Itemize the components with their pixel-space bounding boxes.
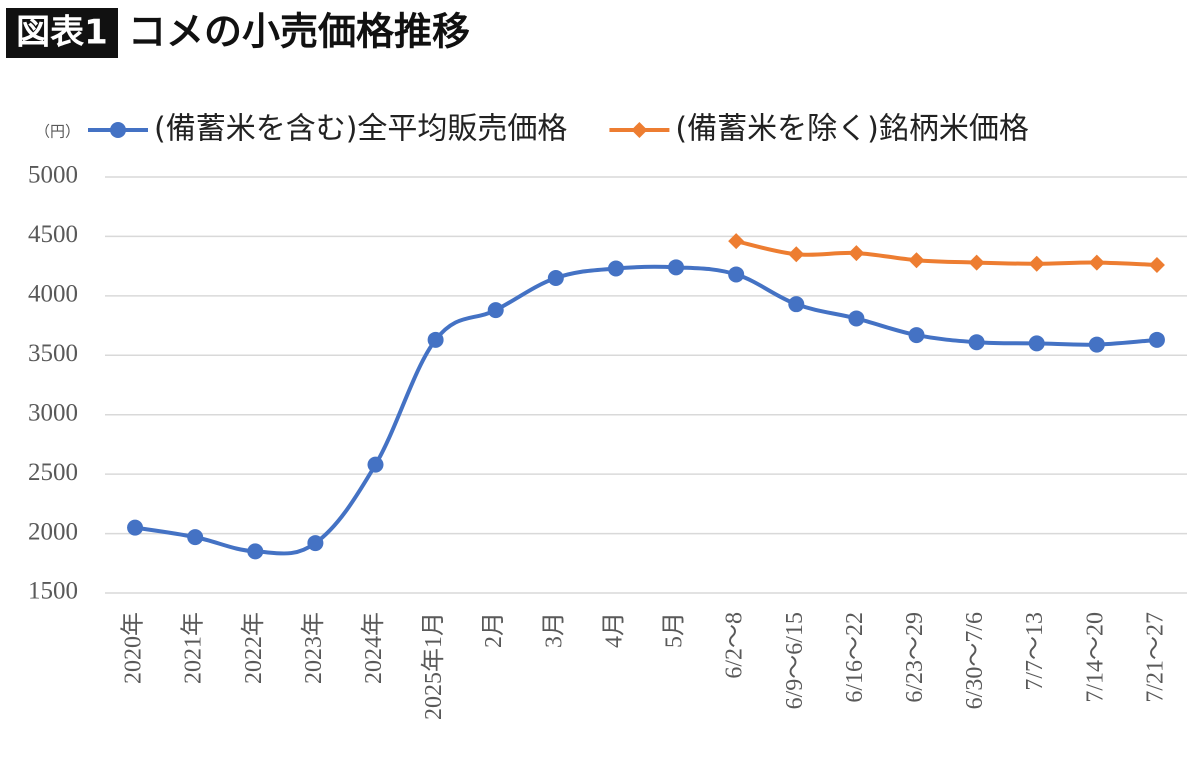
data-point xyxy=(788,246,805,263)
data-point xyxy=(307,535,324,552)
legend-marker xyxy=(110,122,126,138)
chart-title: コメの小売価格推移 xyxy=(128,10,470,54)
data-point xyxy=(848,245,865,262)
x-tick-label: 7/7～13 xyxy=(1022,612,1048,691)
y-tick-label: 3000 xyxy=(28,399,78,426)
x-tick-label: 2023年 xyxy=(300,612,327,684)
legend-label: (備蓄米を除く)銘柄米価格 xyxy=(675,112,1028,147)
data-point xyxy=(1088,254,1105,271)
data-point xyxy=(908,327,925,344)
legend-marker xyxy=(631,122,648,138)
figure-label: 図表1 xyxy=(16,13,108,53)
data-point xyxy=(127,519,144,536)
x-tick-label: 6/30～7/6 xyxy=(962,612,988,709)
data-point xyxy=(367,456,384,473)
data-point xyxy=(1148,331,1165,348)
y-tick-label: 3500 xyxy=(28,340,78,367)
legend-label: (備蓄米を含む)全平均販売価格 xyxy=(154,112,567,147)
x-tick-label: 2022年 xyxy=(240,612,267,684)
data-point xyxy=(968,334,985,351)
x-tick-label: 6/9～6/15 xyxy=(782,612,808,709)
data-point xyxy=(908,252,925,269)
data-point xyxy=(487,302,504,319)
x-tick-label: 6/2～8 xyxy=(722,612,748,679)
x-tick-label: 7/21～27 xyxy=(1142,612,1168,703)
data-point xyxy=(1088,336,1105,353)
x-tick-label: 7/14～20 xyxy=(1082,612,1108,703)
x-tick-label: 6/23～29 xyxy=(902,612,928,703)
x-tick-label: 4月 xyxy=(601,612,627,648)
data-point xyxy=(668,259,685,276)
data-point xyxy=(187,529,204,546)
data-point xyxy=(427,331,444,348)
x-tick-label: 2020年 xyxy=(120,612,147,684)
figure-label-box xyxy=(6,8,118,58)
data-point xyxy=(607,260,624,277)
x-tick-label: 2月 xyxy=(481,612,507,648)
data-point xyxy=(848,310,865,327)
x-tick-label: 2021年 xyxy=(180,612,207,684)
data-point xyxy=(788,296,805,313)
x-tick-label: 2025年1月 xyxy=(420,612,447,720)
y-tick-label: 4000 xyxy=(28,281,78,308)
data-point xyxy=(1028,255,1045,272)
data-point xyxy=(547,270,564,287)
y-tick-label: 4500 xyxy=(28,221,78,248)
y-tick-label: 5000 xyxy=(28,162,78,189)
x-tick-label: 5月 xyxy=(662,612,688,648)
x-tick-label: 6/16～22 xyxy=(842,612,868,703)
data-point xyxy=(247,543,264,560)
x-tick-label: 3月 xyxy=(541,612,567,648)
data-point xyxy=(728,233,745,250)
y-tick-label: 2500 xyxy=(28,459,78,486)
data-point xyxy=(1148,256,1165,273)
data-point xyxy=(1028,335,1045,352)
y-tick-label: 2000 xyxy=(28,518,78,545)
y-unit-label: （円） xyxy=(35,123,80,141)
data-point xyxy=(968,254,985,271)
x-tick-label: 2024年 xyxy=(360,612,387,684)
series-line xyxy=(134,264,1158,556)
data-point xyxy=(728,266,745,283)
y-tick-label: 1500 xyxy=(28,578,78,605)
